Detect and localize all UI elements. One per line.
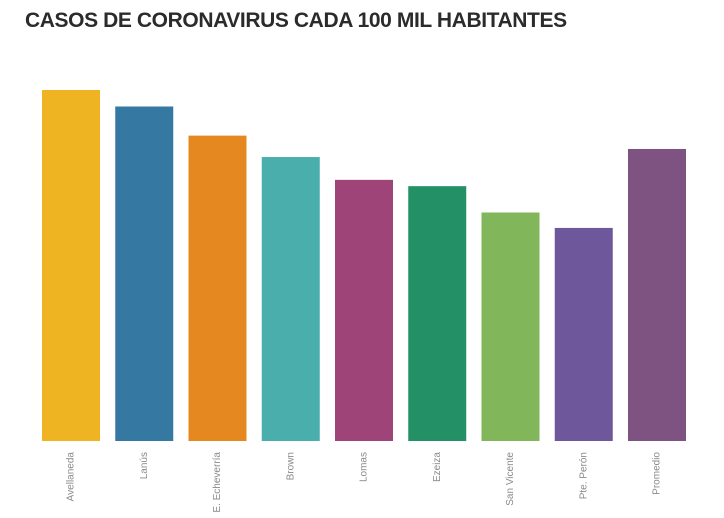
bar-5: [408, 186, 467, 441]
category-label-1: Lanús: [139, 452, 150, 479]
bar-8: [628, 148, 686, 441]
bar-4: [335, 179, 393, 442]
bar-6: [481, 212, 540, 441]
category-label-0: Avellaneda: [66, 452, 77, 502]
category-labels: Avellaneda Lanús E. Echeverría Brown Lomas Ez…: [66, 452, 663, 513]
category-label-6: San Vicente: [505, 452, 516, 506]
bar-3: [261, 157, 320, 442]
bar-7: [554, 227, 613, 441]
bar-0: [42, 90, 100, 441]
bars-layer: [42, 90, 686, 442]
category-label-4: Lomas: [359, 452, 370, 482]
category-label-7: Pte. Perón: [578, 452, 589, 499]
category-label-8: Promedio: [652, 452, 663, 495]
bar-1: [115, 106, 174, 441]
chart-title: CASOS DE CORONAVIRUS CADA 100 MIL HABITA…: [25, 9, 567, 32]
category-label-3: Brown: [285, 452, 296, 480]
category-label-2: E. Echeverría: [212, 452, 223, 513]
bar-2: [188, 135, 247, 441]
category-label-5: Ezeiza: [432, 452, 443, 482]
